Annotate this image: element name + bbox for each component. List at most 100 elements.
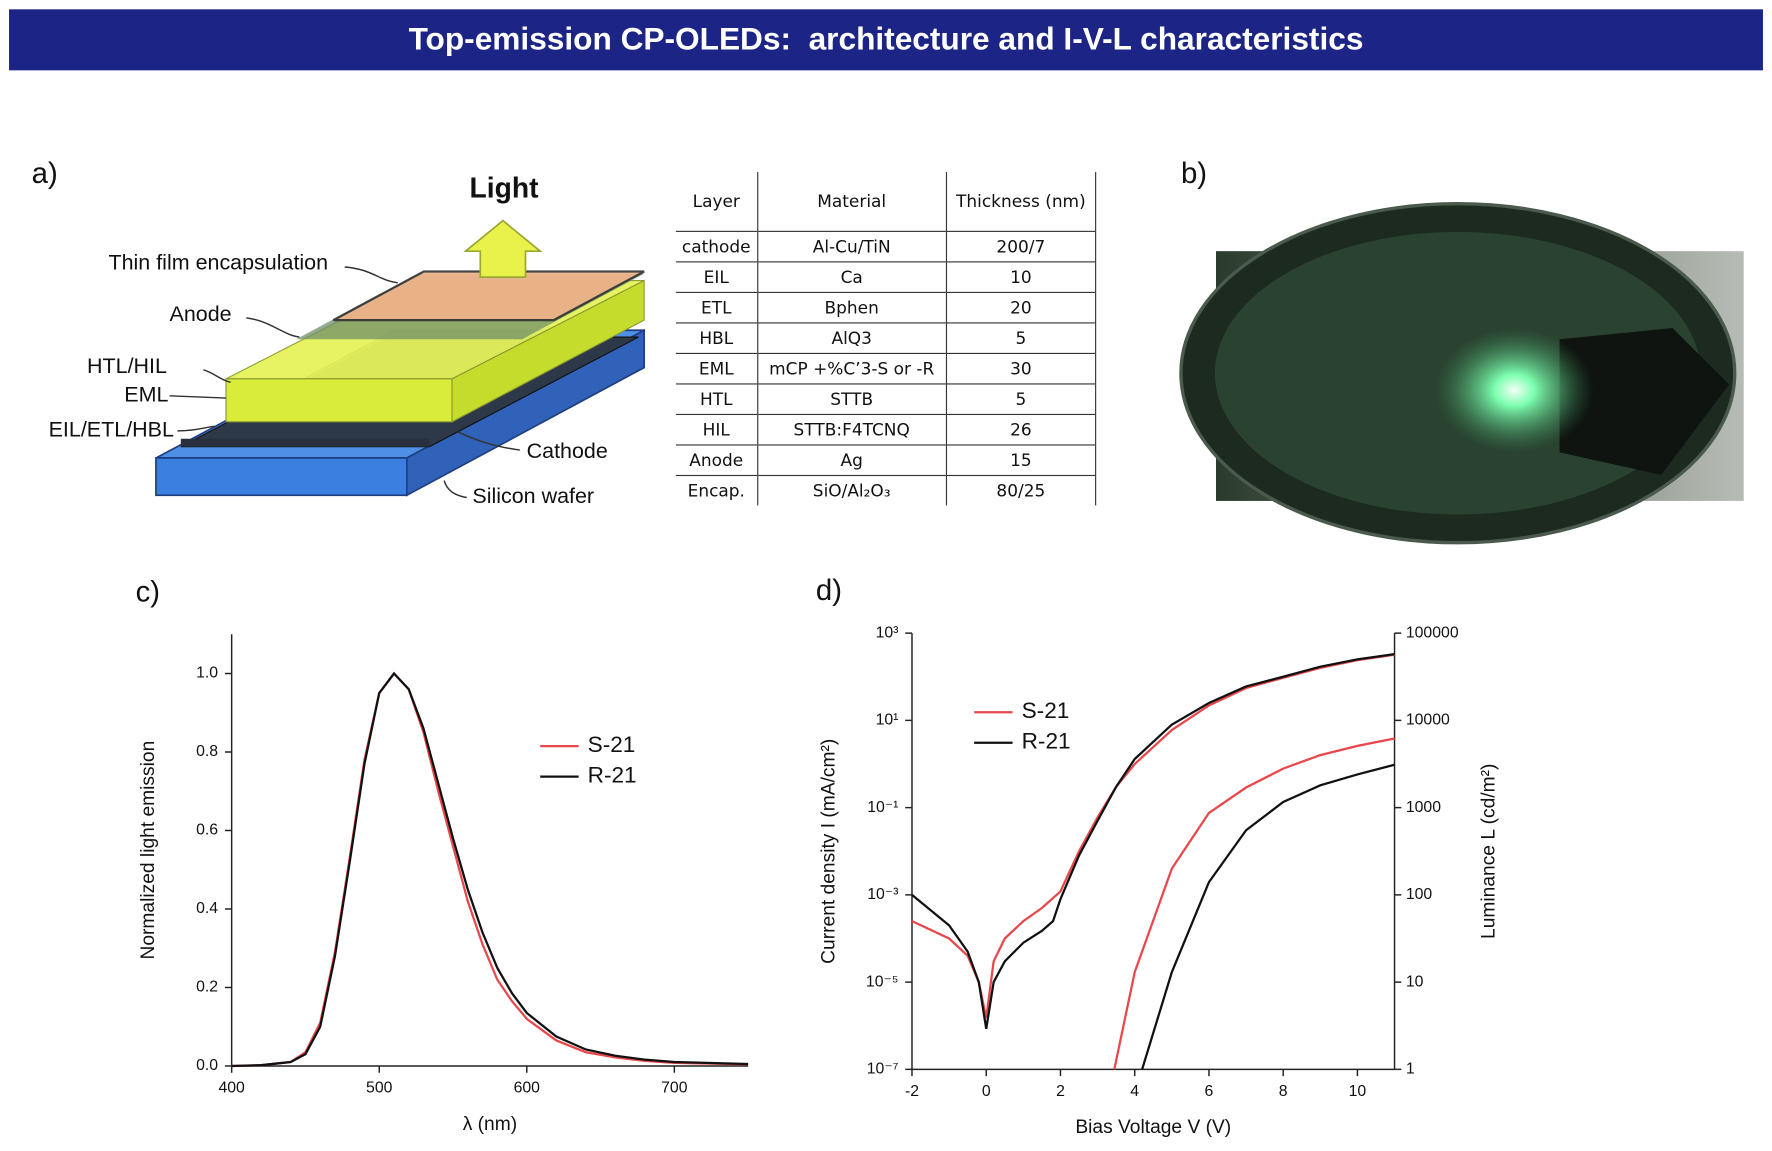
x-tick-label: 400 — [218, 1080, 245, 1097]
y2-tick-label: 1 — [1406, 1061, 1415, 1078]
layer-table: Layer Material Thickness (nm) cathode Al-Cu/… — [675, 172, 1097, 506]
series-line — [911, 653, 1395, 1029]
x-tick-label: 0 — [982, 1083, 991, 1100]
table-row: Layer Material Thickness (nm) — [676, 172, 1097, 232]
table-cell: 5 — [945, 322, 1097, 354]
panel-label: b) — [1181, 157, 1207, 190]
title-bar — [9, 9, 1763, 71]
series-line — [1141, 763, 1395, 1070]
layer-label: EIL/ETL/HBL — [49, 418, 174, 442]
layer-label: Thin film encapsulation — [108, 250, 328, 274]
legend-label: S-21 — [1022, 698, 1070, 723]
layer-label: HTL/HIL — [87, 354, 167, 378]
table-cell: Al-Cu/TiN — [756, 230, 947, 262]
y-tick-label: 1.0 — [196, 665, 218, 682]
y-axis-label: Normalized light emission — [138, 741, 159, 960]
x-tick-label: 700 — [661, 1080, 688, 1097]
table-row: Encap. SiO/Al₂O₃ 80/25 — [675, 474, 1097, 506]
y2-tick-label: 1000 — [1406, 799, 1441, 816]
table-cell: Anode — [675, 444, 758, 476]
panel-label: c) — [136, 575, 160, 608]
series-line — [1113, 737, 1395, 1070]
light-label: Light — [470, 172, 540, 204]
y-axis-label: Current density I (mA/cm²) — [819, 739, 840, 964]
legend-label: S-21 — [588, 732, 636, 757]
table-cell: ETL — [675, 291, 758, 323]
table-cell: mCP +%C’3-S or -R — [756, 352, 947, 384]
y2-tick-label: 100000 — [1406, 624, 1459, 641]
layer-label: Cathode — [527, 439, 608, 463]
legend-label: R-21 — [1022, 729, 1071, 754]
table-header: Layer — [692, 191, 740, 212]
x-axis-label: Bias Voltage V (V) — [1075, 1117, 1231, 1138]
table-cell: EIL — [675, 261, 758, 293]
layer-label: Silicon wafer — [472, 484, 594, 508]
y2-tick-label: 10 — [1406, 973, 1424, 990]
y-tick-label: 0.6 — [196, 822, 218, 839]
panel-label: d) — [816, 574, 842, 607]
table-row: EIL Ca 10 — [675, 261, 1097, 293]
x-tick-label: 500 — [366, 1080, 393, 1097]
table-row: HTL STTB 5 — [675, 383, 1097, 415]
table-cell: 5 — [945, 383, 1097, 415]
table-cell: cathode — [675, 230, 758, 262]
table-header: Material — [756, 172, 947, 232]
table-cell: HIL — [675, 413, 758, 445]
layer-label: EML — [124, 382, 168, 406]
table-cell: SiO/Al₂O₃ — [756, 474, 947, 506]
table-cell: STTB — [756, 383, 947, 415]
table-cell: Encap. — [675, 474, 758, 506]
y-tick-label: 10⁻¹ — [867, 799, 898, 816]
table-cell: 26 — [945, 413, 1097, 445]
table-cell: 15 — [945, 444, 1097, 476]
charts: c) 400 500 600 700 0.0 0.2 0.4 0.6 0.8 1.0 λ (nm) No… — [136, 574, 1500, 1138]
series-line — [231, 671, 749, 1068]
x-tick-label: 2 — [1056, 1083, 1065, 1100]
series-line — [231, 671, 749, 1068]
panel-label: a) — [32, 157, 58, 190]
x-tick-label: 4 — [1130, 1083, 1139, 1100]
y-tick-label: 0.2 — [196, 979, 218, 996]
y-tick-label: 10³ — [876, 624, 899, 641]
y2-axis-label: Luminance L (cd/m²) — [1479, 764, 1500, 939]
legend-label: R-21 — [588, 763, 637, 788]
x-axis-label: λ (nm) — [463, 1114, 517, 1135]
table-row: EML mCP +%C’3-S or -R 30 — [675, 352, 1097, 384]
table-row: Anode Ag 15 — [675, 444, 1097, 476]
table-cell: 20 — [945, 291, 1097, 323]
table-cell: AlQ3 — [756, 322, 947, 354]
table-row: ETL Bphen 20 — [675, 291, 1097, 323]
y-tick-label: 0.8 — [196, 743, 218, 760]
x-tick-label: -2 — [905, 1083, 919, 1100]
table-cell: HBL — [675, 322, 758, 354]
y-tick-label: 10⁻⁵ — [866, 973, 899, 990]
y-tick-label: 0.4 — [196, 900, 218, 917]
y-tick-label: 10¹ — [876, 712, 899, 729]
table-cell: HTL — [675, 383, 758, 415]
device-photo — [1179, 202, 1744, 545]
table-cell: 10 — [945, 261, 1097, 293]
x-tick-label: 6 — [1205, 1083, 1214, 1100]
table-cell: 200/7 — [945, 230, 1097, 262]
x-tick-label: 8 — [1279, 1083, 1288, 1100]
table-header: Thickness (nm) — [945, 172, 1097, 232]
table-cell: Ag — [756, 444, 947, 476]
y2-tick-label: 100 — [1406, 886, 1433, 903]
table-row: HIL STTB:F4TCNQ 26 — [675, 413, 1097, 445]
x-tick-label: 600 — [514, 1080, 541, 1097]
table-cell: Bphen — [756, 291, 947, 323]
layer-table-wrap: Layer Material Thickness (nm) cathode Al-Cu/… — [675, 172, 1097, 506]
y2-tick-label: 10000 — [1406, 712, 1450, 729]
series-line — [911, 653, 1395, 1019]
figure-title: Top-emission CP-OLEDs: architecture and … — [409, 20, 1364, 56]
y-tick-label: 10⁻³ — [867, 886, 898, 903]
table-cell: 80/25 — [945, 474, 1097, 506]
y-tick-label: 0.0 — [196, 1057, 218, 1074]
y-tick-label: 10⁻⁷ — [867, 1061, 899, 1078]
table-cell: Ca — [756, 261, 947, 293]
device-stack — [155, 219, 646, 499]
table-row: HBL AlQ3 5 — [675, 322, 1097, 354]
x-tick-label: 10 — [1349, 1083, 1367, 1100]
